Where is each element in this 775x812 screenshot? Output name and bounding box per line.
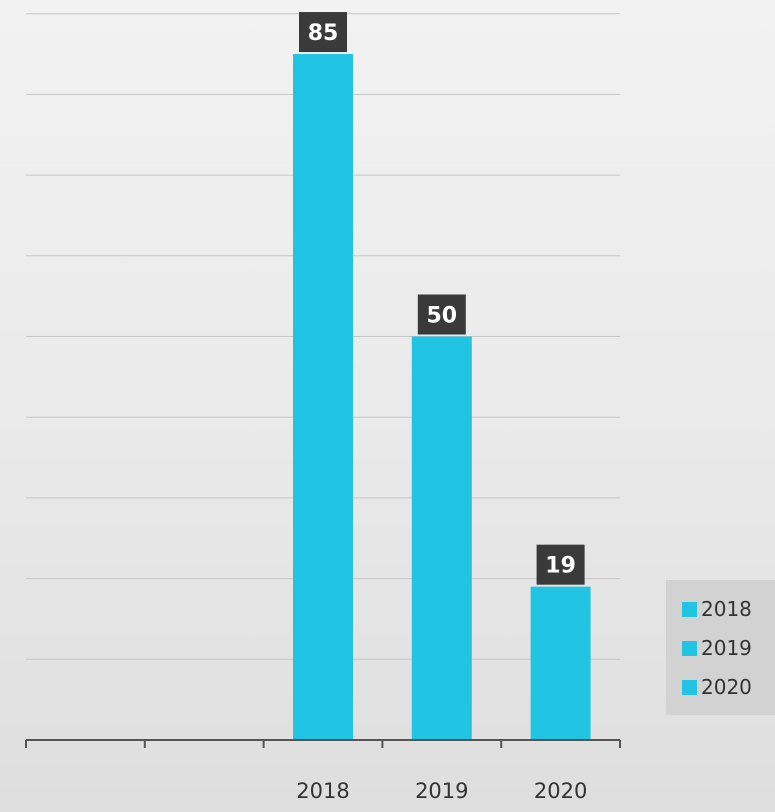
legend-item-2018: 2018 <box>682 597 752 621</box>
legend-item-2019: 2019 <box>682 636 752 660</box>
legend-label-2020: 2020 <box>701 675 752 699</box>
x-tick-label-2020: 2020 <box>534 779 587 803</box>
legend-item-2020: 2020 <box>682 675 752 699</box>
data-label-box-2020 <box>536 544 585 585</box>
data-label-2020: 19 <box>545 554 576 579</box>
legend-label-2019: 2019 <box>701 636 752 660</box>
data-label-2018: 85 <box>308 21 339 46</box>
legend-label-2018: 2018 <box>701 597 752 621</box>
x-tick-label-2019: 2019 <box>415 779 468 803</box>
legend-swatch-2020 <box>682 679 697 695</box>
data-label-box-2018 <box>299 12 347 53</box>
bar-2020 <box>530 586 591 740</box>
x-tick-label-2018: 2018 <box>296 779 349 803</box>
bar-2018 <box>293 54 353 741</box>
legend-swatch-2019 <box>682 640 697 656</box>
chart-legend: 2018 2019 2020 <box>666 580 775 715</box>
legend-swatch-2018 <box>682 601 697 617</box>
data-label-box-2019 <box>417 294 466 335</box>
data-label-2019: 50 <box>426 304 457 329</box>
bar-2019 <box>411 336 472 740</box>
